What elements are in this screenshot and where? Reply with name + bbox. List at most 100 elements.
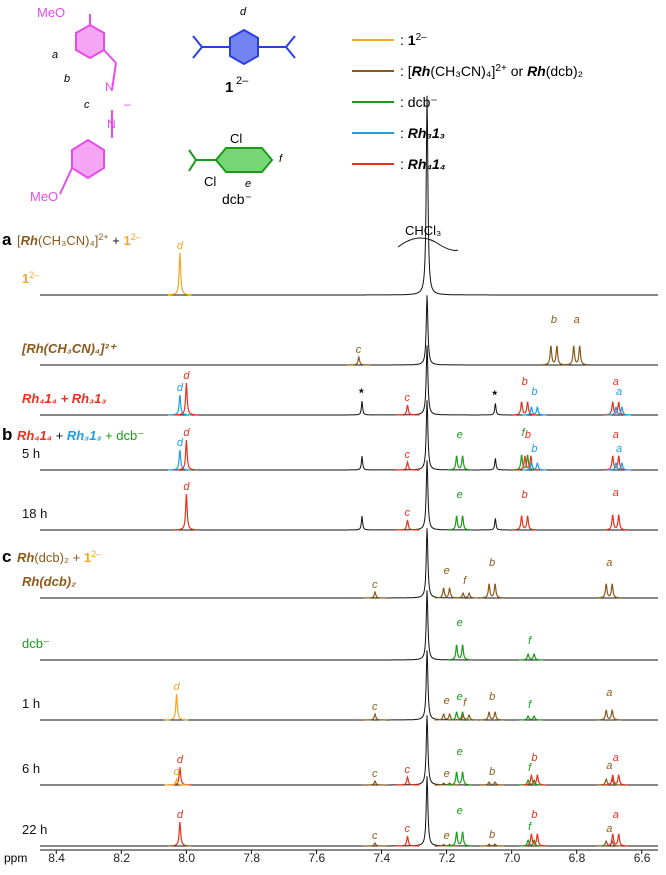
trace-4-peak-5 bbox=[512, 515, 537, 531]
cl-top: Cl bbox=[230, 131, 242, 146]
trace-8-peak-10 bbox=[603, 774, 628, 786]
n-bottom-label: N bbox=[107, 117, 116, 131]
amidinate-charge: – bbox=[124, 97, 131, 111]
trace-0-peak-0 bbox=[167, 252, 192, 296]
panel-letter-b: b bbox=[2, 425, 12, 444]
trace-0: d 12– bbox=[22, 95, 658, 296]
n-top-label: N bbox=[105, 80, 114, 94]
trace-4-peak-label-0: d bbox=[183, 481, 190, 493]
trace-8-peak-4 bbox=[434, 782, 459, 786]
trace-5-peak-label-2: f bbox=[463, 575, 467, 587]
trace-7-peak-label-2: e bbox=[444, 695, 450, 707]
trace-label-4: 18 h bbox=[22, 506, 47, 521]
trace-2-baseline bbox=[40, 345, 658, 416]
trace-6-peak-1 bbox=[519, 653, 544, 661]
trace-2-peak-label-5: b bbox=[522, 376, 528, 388]
legend-entry-cage4: : Rh₄1₄ bbox=[400, 156, 445, 172]
trace-1-peak-label-1: b bbox=[551, 314, 557, 326]
trace-4-peak-label-6: a bbox=[613, 487, 619, 499]
trace-7-peak-0 bbox=[164, 693, 189, 721]
trace-4-peak-label-5: b bbox=[522, 489, 528, 501]
trace-3-peak-label-4: e bbox=[457, 429, 463, 441]
trace-3-peak-label-9: a bbox=[613, 429, 619, 441]
trace-7-peak-label-1: c bbox=[372, 701, 378, 713]
trace-2-peak-5 bbox=[512, 401, 537, 416]
x-tick-label-7: 7.0 bbox=[504, 851, 521, 865]
trace-2-peak-8 bbox=[607, 406, 631, 416]
trace-4-peak-6 bbox=[603, 514, 628, 531]
trace-4-peak-3 bbox=[447, 515, 472, 531]
trace-3-peak-label-10: a bbox=[616, 443, 622, 455]
trace-8-baseline bbox=[40, 715, 658, 786]
trace-5-peak-1 bbox=[434, 587, 459, 599]
trace-1-peak-label-0: c bbox=[356, 344, 362, 356]
panel-letter-c: c bbox=[2, 547, 11, 566]
trace-7-peak-label-6: f bbox=[528, 699, 532, 711]
solvent-label: CHCl₃ bbox=[405, 223, 441, 238]
label-d-structure: d bbox=[240, 6, 247, 18]
trace-9-peak-label-9: a bbox=[613, 809, 619, 821]
trace-3-peak-7 bbox=[515, 455, 540, 471]
trace-label-9: 22 h bbox=[22, 822, 47, 837]
trace-1-peak-2 bbox=[564, 345, 589, 366]
label-b: b bbox=[64, 73, 70, 85]
trace-4-peak-2 bbox=[395, 519, 420, 531]
trace-3-peak-4 bbox=[447, 455, 472, 471]
trace-8-peak-label-9: a bbox=[606, 760, 612, 772]
label-a: a bbox=[52, 49, 58, 61]
trace-8-peak-label-7: f bbox=[528, 762, 532, 774]
trace-6-peak-label-1: f bbox=[528, 635, 532, 647]
trace-1-baseline bbox=[40, 295, 658, 366]
trace-3-peak-0 bbox=[167, 449, 192, 471]
trace-8-peak-2 bbox=[363, 779, 387, 786]
meo-top-label: MeO bbox=[37, 5, 65, 20]
trace-9-peak-2 bbox=[395, 835, 420, 847]
trace-5-peak-4 bbox=[597, 583, 622, 599]
label-c: c bbox=[84, 99, 90, 111]
trace-8-peak-label-2: c bbox=[372, 768, 378, 780]
trace-2-peak-1 bbox=[174, 382, 198, 416]
trace-8-peak-8 bbox=[522, 774, 547, 786]
trace-3: dd c e f bb aa 5 h bbox=[22, 400, 658, 471]
dcb-name: dcb⁻ bbox=[222, 191, 252, 207]
trace-9-peak-label-2: c bbox=[405, 823, 411, 835]
trace-3-peak-label-1: d bbox=[183, 427, 190, 439]
trace-2-peak-label-6: b bbox=[531, 386, 537, 398]
legend: : 12–: [Rh(CH₃CN)₄]2+ or Rh(dcb)₂: dcb⁻:… bbox=[352, 32, 583, 172]
trace-5: c e f b a Rh(dcb)₂ bbox=[22, 528, 658, 599]
trace-5-peak-0 bbox=[363, 590, 387, 599]
trace-3-peak-label-7: b bbox=[525, 429, 531, 441]
trace-3-peak-label-6: f bbox=[522, 427, 526, 439]
trace-7-peak-label-0: d bbox=[174, 681, 181, 693]
trace-5-baseline bbox=[40, 528, 658, 599]
x-tick-label-5: 7.4 bbox=[374, 851, 391, 865]
trace-6-baseline bbox=[40, 590, 658, 661]
trace-1-peak-label-2: a bbox=[574, 314, 580, 326]
legend-entry-ligand: : 12– bbox=[400, 32, 427, 49]
trace-3-peak-label-8: b bbox=[531, 443, 537, 455]
trace-9-peak-label-4: e bbox=[457, 805, 463, 817]
trace-9-peak-0 bbox=[167, 821, 192, 847]
trace-8-peak-1 bbox=[164, 777, 189, 786]
trace-9-peak-9 bbox=[603, 833, 628, 847]
x-tick-label-1: 8.2 bbox=[113, 851, 130, 865]
trace-3-peak-10 bbox=[607, 462, 631, 471]
trace-2-impurity-marker: * bbox=[492, 388, 497, 402]
trace-1: c b a [Rh(CH₃CN)₄]²⁺ bbox=[21, 295, 658, 366]
trace-2-peak-label-3: c bbox=[405, 392, 411, 404]
x-tick-label-4: 7.6 bbox=[308, 851, 325, 865]
trace-7-peak-label-4: f bbox=[463, 697, 467, 709]
trace-label-1: [Rh(CH₃CN)₄]²⁺ bbox=[21, 341, 118, 356]
trace-label-5: Rh(dcb)₂ bbox=[22, 574, 76, 589]
x-tick-label-8: 6.8 bbox=[569, 851, 586, 865]
label-f-structure: f bbox=[279, 153, 283, 165]
trace-7-peak-6 bbox=[519, 715, 544, 721]
label-e-structure: e bbox=[245, 178, 251, 190]
trace-7-peak-1 bbox=[363, 712, 387, 721]
trace-7-baseline bbox=[40, 650, 658, 721]
x-axis: 8.4 8.2 8.0 7.8 7.6 7.4 7.2 7.0 6.8 6.6 bbox=[40, 849, 658, 865]
trace-6-peak-label-0: e bbox=[457, 617, 463, 629]
